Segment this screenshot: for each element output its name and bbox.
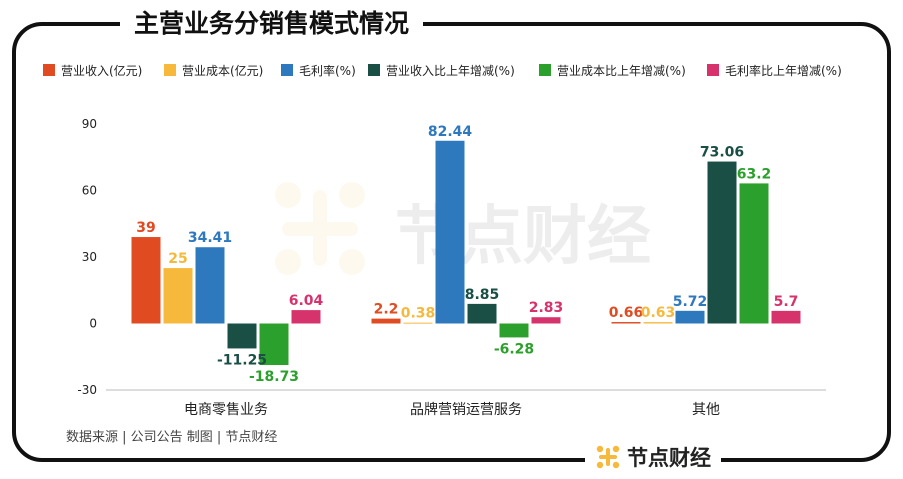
x-tick-label: 品牌营销运营服务 [410,401,522,418]
data-label: 63.2 [737,166,772,182]
bar [467,303,497,324]
data-label: 73.06 [700,145,744,161]
bar [163,268,193,324]
legend-item: 营业成本比上年增减(%) [539,64,686,78]
legend-swatch [164,64,176,76]
legend-label: 毛利率比上年增减(%) [725,63,842,78]
data-label: 6.04 [289,293,324,309]
bar [739,183,769,324]
data-label: 8.85 [465,287,500,303]
data-label: 0.66 [609,305,644,321]
data-label: 25 [168,251,187,267]
node-logo-icon [596,445,620,469]
watermark-text: 节点财经 [395,200,651,274]
legend-item: 营业成本(亿元) [164,63,263,78]
legend-swatch [539,64,551,76]
bar [771,310,801,324]
bar [611,322,641,324]
data-label: 5.7 [774,294,799,310]
y-tick-label: 0 [89,317,97,331]
bar [531,317,561,324]
legend-label: 营业成本(亿元) [182,63,263,78]
data-label: -11.25 [217,352,267,368]
data-label: -18.73 [249,369,299,385]
bar [227,323,257,349]
data-source-note: 数据来源 | 公司公告 制图 | 节点财经 [66,430,278,445]
legend-swatch [43,64,55,76]
x-tick-label: 电商零售业务 [184,402,268,418]
data-label: 0.63 [641,305,676,321]
bar [131,237,161,324]
legend-item: 营业收入比上年增减(%) [368,64,515,78]
legend-label: 营业收入比上年增减(%) [386,64,515,78]
data-label: 34.41 [188,230,232,246]
data-label: 2.2 [374,302,399,318]
data-label: 5.72 [673,294,708,310]
legend-swatch [707,64,719,76]
data-label: 39 [136,220,155,236]
legend-label: 营业成本比上年增减(%) [557,64,686,78]
y-tick-label: 30 [82,250,97,264]
watermark-logo-icon [275,182,365,275]
data-label: 2.83 [529,300,564,316]
legend-item: 毛利率(%) [281,63,356,78]
chart-title: 主营业务分销售模式情况 [120,6,424,42]
y-tick-label: 90 [82,117,97,131]
legend-item: 毛利率比上年增减(%) [707,63,842,78]
y-axis: -30 0 30 60 90 [77,117,826,397]
bar [259,323,289,366]
chart-frame [12,22,891,462]
brand-badge: 节点财经 [585,440,721,474]
bar [707,161,737,324]
bar [371,318,401,324]
legend-swatch [281,64,293,76]
data-label: -6.28 [494,341,534,357]
data-label: 0.38 [401,306,436,322]
bar [675,310,705,324]
bar [643,322,673,324]
y-tick-label: -30 [77,383,97,397]
bar [403,322,433,324]
legend-label: 营业收入(亿元) [61,63,142,78]
y-tick-label: 60 [82,184,97,198]
data-label: 82.44 [428,124,473,140]
bar [499,323,529,338]
bar [435,140,465,324]
legend-item: 营业收入(亿元) [43,63,142,78]
bars [131,140,801,366]
bar [195,247,225,324]
legend: 营业收入(亿元) 营业成本(亿元) 毛利率(%) 营业收入比上年增减(%) 营业成本比上… [43,63,842,78]
bar [291,310,321,324]
x-axis: 电商零售业务 品牌营销运营服务 其他 [184,401,720,418]
legend-label: 毛利率(%) [299,63,356,78]
brand-name: 节点财经 [627,446,711,470]
x-tick-label: 其他 [692,402,720,418]
legend-swatch [368,64,380,76]
